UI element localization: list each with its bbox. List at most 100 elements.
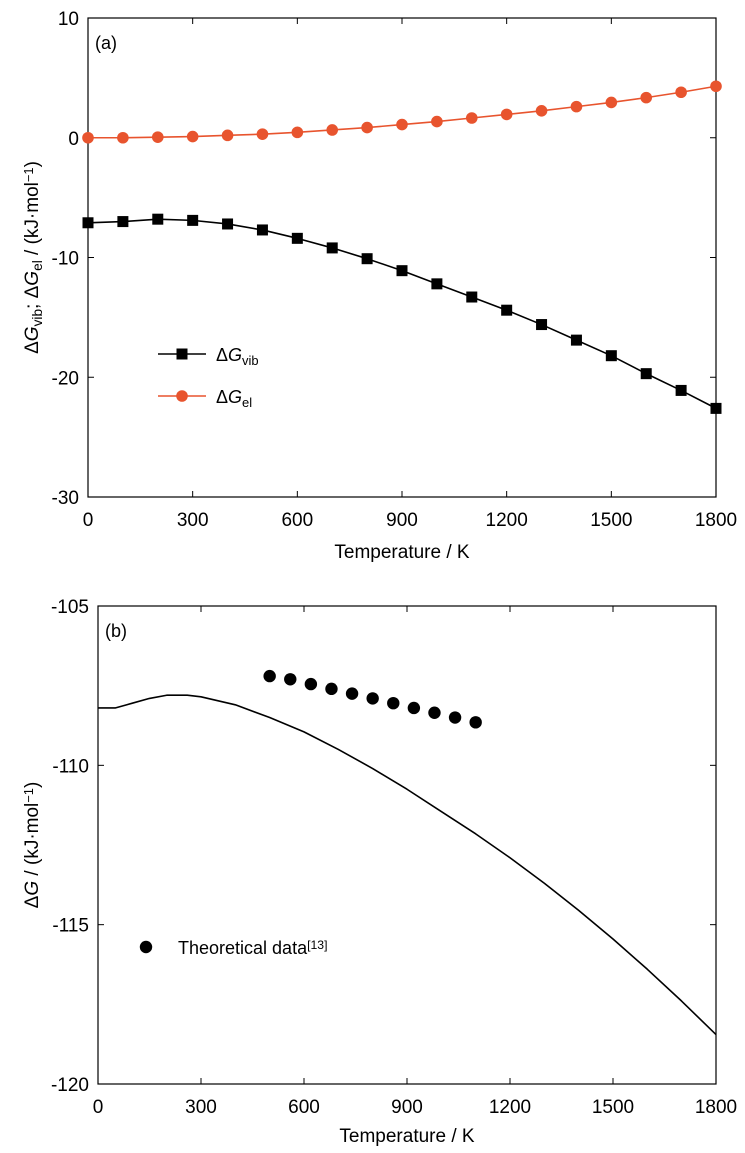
data-point-circle bbox=[82, 131, 94, 144]
plot-frame bbox=[97, 605, 717, 1085]
y-tick-label: -120 bbox=[51, 1075, 89, 1096]
data-point-circle bbox=[291, 126, 304, 139]
data-point-circle bbox=[535, 105, 548, 117]
data-point-circle bbox=[256, 128, 269, 140]
data-point-square bbox=[256, 224, 268, 236]
y-axis-title-part: G bbox=[22, 881, 43, 896]
x-tick-label: 1500 bbox=[590, 510, 632, 531]
data-point-circle bbox=[605, 96, 618, 109]
x-tick-label: 900 bbox=[386, 510, 418, 531]
y-axis-title-part: Δ bbox=[22, 895, 43, 908]
x-tick-label: 1800 bbox=[695, 1097, 737, 1118]
y-tick-label: 10 bbox=[58, 9, 79, 30]
y-axis-title-part: −1 bbox=[21, 788, 36, 803]
data-point-circle bbox=[500, 108, 513, 121]
data-point-square bbox=[82, 217, 94, 229]
y-axis-title: ΔG / (kJ·mol−1) bbox=[21, 782, 43, 909]
y-tick-label: -30 bbox=[52, 488, 79, 509]
x-axis-title: Temperature / K bbox=[334, 542, 469, 563]
data-point-square bbox=[117, 216, 129, 228]
x-tick-label: 300 bbox=[185, 1097, 217, 1118]
y-axis-title-part: vib bbox=[30, 309, 45, 327]
y-axis-title: ΔGvib; ΔGel / (kJ·mol−1) bbox=[21, 161, 45, 354]
data-point-circle bbox=[326, 124, 339, 136]
panel-label: (a) bbox=[95, 33, 117, 53]
data-point-circle bbox=[284, 673, 297, 686]
data-point-square bbox=[501, 304, 513, 316]
y-axis-title-part: / (kJ·mol bbox=[22, 803, 43, 881]
panel-label: (b) bbox=[105, 621, 127, 641]
data-point-circle bbox=[186, 130, 199, 143]
data-point-square bbox=[291, 232, 303, 244]
data-point-circle bbox=[366, 692, 379, 705]
data-point-square bbox=[222, 218, 234, 230]
legend-label-part: G bbox=[228, 387, 242, 407]
data-point-circle bbox=[345, 687, 359, 700]
plot-frame bbox=[87, 17, 717, 498]
legend-label: ΔGvib bbox=[216, 345, 259, 368]
data-point-square bbox=[187, 214, 199, 226]
data-point-circle bbox=[465, 112, 478, 124]
y-axis-title-part: ) bbox=[22, 161, 43, 167]
data-point-circle bbox=[570, 100, 583, 113]
legend-label-part: Δ bbox=[216, 345, 228, 365]
data-point-circle bbox=[387, 696, 400, 710]
x-tick-label: 600 bbox=[281, 510, 313, 531]
y-tick-label: -110 bbox=[52, 756, 89, 777]
data-point-square bbox=[466, 291, 478, 303]
data-point-square bbox=[431, 278, 443, 290]
y-tick-label: 0 bbox=[68, 129, 79, 150]
x-tick-label: 1200 bbox=[486, 510, 528, 531]
y-axis-title-part: G bbox=[22, 326, 43, 341]
panel-b-chart: 0 300 600 900 1200 1500 1800 -105 -110 -115 -120 Te… bbox=[21, 597, 737, 1147]
data-point-square bbox=[536, 319, 548, 331]
series-line bbox=[87, 218, 717, 410]
y-axis-title-part: G bbox=[22, 271, 43, 286]
legend-marker-circle bbox=[176, 390, 188, 402]
data-point-circle bbox=[151, 131, 164, 143]
x-tick-label: 0 bbox=[93, 1097, 104, 1118]
data-point-square bbox=[396, 265, 408, 277]
data-point-square bbox=[361, 253, 373, 265]
data-point-square bbox=[570, 334, 582, 346]
legend-label-part: Theoretical data bbox=[178, 938, 308, 958]
data-point-circle bbox=[304, 677, 318, 691]
y-axis-title-part: / (kJ·mol bbox=[22, 182, 43, 260]
x-tick-label: 900 bbox=[391, 1097, 423, 1118]
data-point-circle bbox=[396, 118, 408, 131]
y-axis-title-part: el bbox=[30, 260, 45, 271]
data-point-circle bbox=[263, 669, 276, 683]
y-axis-title-part: ; Δ bbox=[22, 285, 43, 309]
y-tick-label: -10 bbox=[52, 249, 79, 270]
data-point-circle bbox=[361, 121, 373, 134]
data-point-circle bbox=[710, 80, 722, 93]
y-tick-label: -20 bbox=[52, 368, 79, 389]
data-point-circle bbox=[640, 91, 653, 104]
x-tick-label: 600 bbox=[288, 1097, 320, 1118]
y-axis-title-part: −1 bbox=[21, 167, 36, 182]
data-point-square bbox=[710, 402, 722, 414]
legend-label: ΔGel bbox=[216, 387, 252, 410]
data-point-square bbox=[326, 242, 338, 254]
legend-label-part: G bbox=[228, 345, 242, 365]
data-point-square bbox=[605, 350, 617, 362]
data-point-circle bbox=[431, 115, 443, 128]
legend-label-part: Δ bbox=[216, 387, 228, 407]
x-tick-label: 0 bbox=[83, 510, 94, 531]
data-point-circle bbox=[221, 129, 234, 142]
legend-label-part: [13] bbox=[307, 938, 327, 952]
legend-label-part: vib bbox=[242, 353, 259, 368]
y-tick-label: -115 bbox=[52, 916, 89, 937]
panel-a-chart: 0 300 600 900 1200 1500 1800 10 0 -10 -20 -30 Temper… bbox=[21, 9, 737, 563]
data-point-circle bbox=[325, 682, 338, 696]
data-point-circle bbox=[675, 86, 687, 99]
data-point-circle bbox=[428, 706, 441, 719]
legend-label-part: el bbox=[242, 395, 252, 410]
legend-marker-circle bbox=[139, 940, 153, 954]
y-axis-title-part: ) bbox=[22, 782, 43, 788]
legend-label: Theoretical data[13] bbox=[178, 938, 328, 958]
data-point-circle bbox=[407, 701, 421, 715]
y-tick-label: -105 bbox=[51, 597, 89, 618]
x-tick-label: 300 bbox=[177, 510, 209, 531]
